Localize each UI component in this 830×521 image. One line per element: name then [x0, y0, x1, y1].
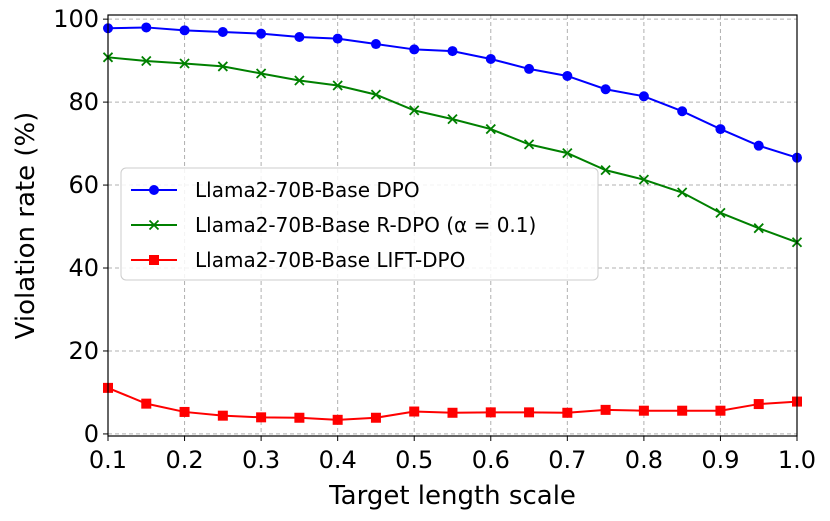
data-point: [562, 147, 573, 159]
data-point: [524, 63, 535, 74]
data-point: [409, 44, 420, 55]
y-tick-label: 80: [68, 88, 99, 116]
series-llama2-70b-base-lift-dpo: [103, 382, 802, 425]
data-point: [677, 187, 688, 198]
x-tick-label: 0.1: [89, 446, 127, 474]
data-point: [600, 84, 611, 95]
data-point: [141, 398, 152, 409]
legend-item: Llama2-70B-Base DPO: [131, 178, 420, 202]
data-point: [485, 407, 496, 418]
data-point: [217, 27, 228, 38]
data-point: [179, 25, 190, 36]
data-point: [562, 70, 573, 81]
x-axis-label: Target length scale: [328, 481, 576, 511]
data-point: [600, 404, 611, 415]
data-point: [447, 407, 458, 418]
x-tick-label: 1.0: [778, 446, 816, 474]
legend-box: [120, 167, 599, 281]
data-point: [179, 406, 190, 417]
x-tick-label: 0.4: [319, 446, 357, 474]
data-point: [141, 22, 152, 33]
x-axis-ticks: 0.1 0.2 0.3 0.4 0.5 0.6 0.7 0.8 0.9 1.0: [89, 436, 816, 474]
legend-label: Llama2-70B-Base R-DPO (α = 0.1): [195, 213, 536, 237]
data-point: [753, 399, 764, 410]
data-point: [485, 53, 496, 64]
data-point: [485, 123, 496, 135]
data-point: [753, 140, 764, 151]
data-point: [179, 58, 190, 69]
data-point: [256, 412, 267, 423]
legend-marker: [149, 185, 159, 195]
data-point: [715, 405, 726, 416]
legend-label: Llama2-70B-Base DPO: [195, 178, 420, 202]
data-point: [447, 113, 458, 125]
data-point: [332, 414, 343, 425]
data-point: [447, 46, 458, 57]
data-point: [523, 139, 535, 150]
series-llama2-70b-base-dpo: [103, 22, 802, 163]
x-tick-label: 0.3: [242, 446, 280, 474]
data-point: [600, 164, 611, 176]
x-tick-label: 0.9: [701, 446, 739, 474]
data-point: [409, 105, 420, 116]
x-tick-label: 0.2: [165, 446, 203, 474]
data-point: [677, 106, 688, 117]
data-point: [638, 91, 649, 102]
x-tick-label: 0.6: [472, 446, 510, 474]
data-point: [715, 124, 726, 135]
data-point: [370, 89, 382, 100]
legend: Llama2-70B-Base DPO Llama2-70B-Base R-DPO…: [120, 167, 599, 281]
data-point: [562, 407, 573, 418]
series-llama2-70b-base-r-dpo-0-1: [102, 52, 803, 248]
legend-marker: [148, 219, 160, 231]
data-point: [524, 407, 535, 418]
legend-marker: [149, 255, 159, 265]
y-tick-label: 100: [53, 5, 99, 33]
data-point: [294, 412, 305, 423]
legend-item: Llama2-70B-Base R-DPO (α = 0.1): [131, 213, 536, 237]
data-point: [294, 75, 305, 86]
y-tick-label: 0: [84, 420, 99, 448]
y-axis-label: Violation rate (%): [11, 112, 41, 340]
y-tick-label: 20: [68, 337, 99, 365]
data-point: [332, 33, 343, 44]
legend-item: Llama2-70B-Base LIFT-DPO: [131, 248, 465, 272]
data-point: [715, 207, 726, 218]
data-point: [753, 223, 764, 234]
data-point: [217, 61, 228, 72]
data-point: [638, 405, 649, 416]
y-axis-ticks: 0 20 40 60 80 100: [53, 5, 108, 448]
data-point: [638, 174, 650, 185]
data-point: [409, 406, 420, 417]
x-tick-label: 0.7: [548, 446, 586, 474]
x-tick-label: 0.5: [395, 446, 433, 474]
y-tick-label: 60: [68, 171, 99, 199]
data-point: [677, 405, 688, 416]
data-point: [255, 68, 267, 79]
data-point: [294, 31, 305, 42]
plot-frame: [107, 14, 798, 437]
data-point: [332, 80, 343, 91]
data-point: [141, 55, 152, 67]
data-point: [217, 410, 228, 421]
data-point: [370, 39, 381, 50]
legend-label: Llama2-70B-Base LIFT-DPO: [195, 248, 465, 272]
x-tick-label: 0.8: [625, 446, 663, 474]
data-point: [370, 412, 381, 423]
y-tick-label: 40: [68, 254, 99, 282]
data-point: [256, 28, 267, 39]
